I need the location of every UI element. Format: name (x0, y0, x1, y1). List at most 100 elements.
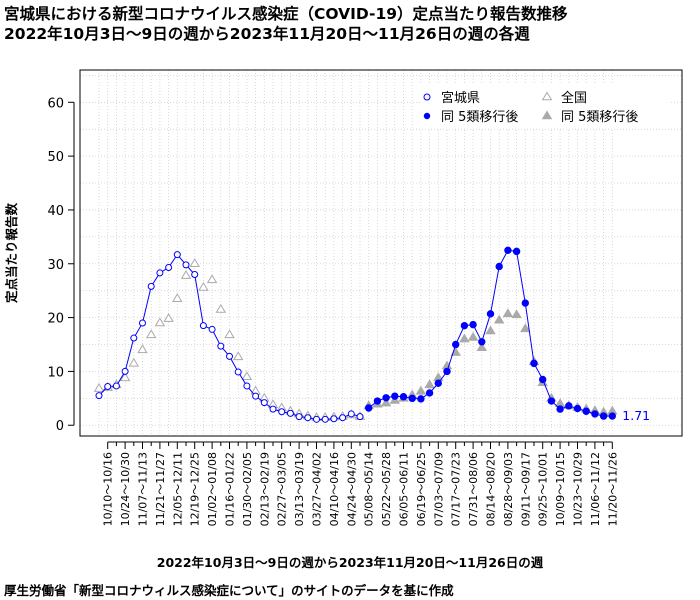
data-point (608, 412, 616, 420)
data-point (556, 405, 564, 413)
data-point (599, 412, 608, 420)
data-point (139, 319, 146, 327)
x-tick-label: 10/10～10/16 (102, 452, 115, 526)
x-tick-label: 07/17～07/23 (450, 452, 463, 526)
data-point (321, 415, 329, 423)
data-point (173, 251, 181, 259)
data-point (191, 271, 199, 279)
series-open-circle (95, 251, 364, 423)
data-point (286, 409, 294, 417)
data-point (417, 395, 425, 403)
data-point (554, 398, 566, 407)
x-tick-label: 12/19～12/25 (189, 452, 202, 526)
series-filled-circle (365, 246, 616, 420)
data-point (330, 415, 338, 423)
data-point (539, 375, 547, 384)
data-point (399, 393, 408, 401)
x-tick-label: 07/03～07/09 (432, 452, 445, 526)
data-point (434, 379, 442, 387)
data-point (121, 367, 129, 375)
x-tick-label: 01/02～01/08 (206, 452, 219, 526)
x-tick-label: 10/23～10/29 (572, 452, 585, 526)
data-point (226, 352, 233, 360)
x-tick-label: 01/16～01/22 (224, 452, 237, 526)
data-point (511, 309, 522, 319)
data-point (260, 399, 268, 407)
legend-label: 全国 (561, 90, 587, 106)
data-point (198, 281, 209, 291)
y-tick-label: 0 (56, 419, 64, 434)
chart-title-line2: 2022年10月3日～9日の週から2023年11月20日～11月26日の週の各週 (4, 25, 530, 43)
x-tick-label: 08/28～09/03 (502, 452, 515, 526)
grid (80, 70, 682, 436)
chart-title-line1: 宮城県における新型コロナウイルス感染症（COVID-19）定点当たり報告数推移 (4, 5, 568, 23)
legend-label: 同 5類移行後 (561, 110, 638, 125)
plot-frame (79, 69, 683, 437)
legend-marker (423, 112, 431, 120)
legend-label: 宮城県 (441, 90, 480, 106)
data-point (459, 333, 470, 343)
y-tick-label: 50 (47, 150, 64, 165)
y-tick-label: 40 (47, 204, 64, 219)
x-tick-label: 11/20～11/26 (606, 452, 619, 526)
data-point (486, 310, 495, 318)
axes: 0 10 20 30 40 50 60 10/10～10/16 10/24～10/30 11/07… (47, 96, 619, 526)
data-point (460, 321, 469, 330)
data-point (573, 404, 582, 413)
x-tick-label: 07/31～08/06 (467, 452, 480, 526)
y-axis-label: 定点当たり報告数 (4, 203, 19, 305)
data-point (424, 379, 435, 389)
y-tick-label: 10 (47, 365, 64, 380)
data-point (172, 293, 183, 303)
data-point (156, 269, 164, 277)
data-point (199, 322, 207, 330)
data-point (104, 382, 112, 390)
x-tick-label: 11/06～11/12 (589, 452, 602, 526)
data-point (591, 410, 599, 418)
data-point (504, 246, 512, 255)
data-point (215, 303, 227, 313)
data-point (380, 397, 392, 407)
data-point (119, 372, 131, 382)
legend: 宮城県 全国同 5類移行後 同 5類移行後 (420, 84, 670, 128)
data-point (189, 258, 200, 268)
data-point (485, 325, 496, 335)
data-point (408, 394, 416, 403)
legend-marker (541, 110, 553, 120)
x-tick-label: 02/27～03/05 (276, 452, 289, 526)
x-tick-label: 12/05～12/11 (171, 452, 184, 526)
data-point (415, 385, 427, 395)
data-point (154, 317, 166, 327)
source-note: 厚生労働省「新型コロナウィルス感染症について」のサイトのデータを基に作成 (4, 583, 454, 598)
data-point (495, 262, 503, 271)
data-point (241, 371, 253, 381)
x-tick-label: 04/24～04/30 (345, 452, 358, 526)
x-tick-label: 11/21～11/27 (154, 452, 167, 526)
data-point (128, 357, 140, 367)
data-point (112, 382, 120, 390)
data-point (339, 414, 347, 422)
data-point (147, 282, 155, 290)
data-point (512, 247, 521, 256)
data-point (234, 368, 242, 376)
data-point (547, 397, 556, 405)
data-point (217, 342, 225, 350)
legend-background (420, 84, 670, 128)
data-point (243, 382, 251, 390)
x-tick-label: 02/13～02/19 (258, 452, 271, 526)
data-point (208, 325, 216, 333)
data-point (493, 314, 505, 324)
data-point (252, 392, 260, 400)
series (93, 246, 618, 423)
data-point (137, 344, 148, 354)
x-tick-label: 05/08～05/14 (363, 452, 376, 526)
data-point (478, 338, 486, 346)
data-point (530, 359, 538, 368)
data-point (521, 299, 529, 307)
data-point (391, 392, 399, 400)
data-point (95, 392, 103, 400)
x-tick-label: 10/09～10/15 (554, 452, 567, 526)
x-tick-label: 09/11～09/17 (519, 452, 532, 526)
data-point (163, 313, 174, 322)
